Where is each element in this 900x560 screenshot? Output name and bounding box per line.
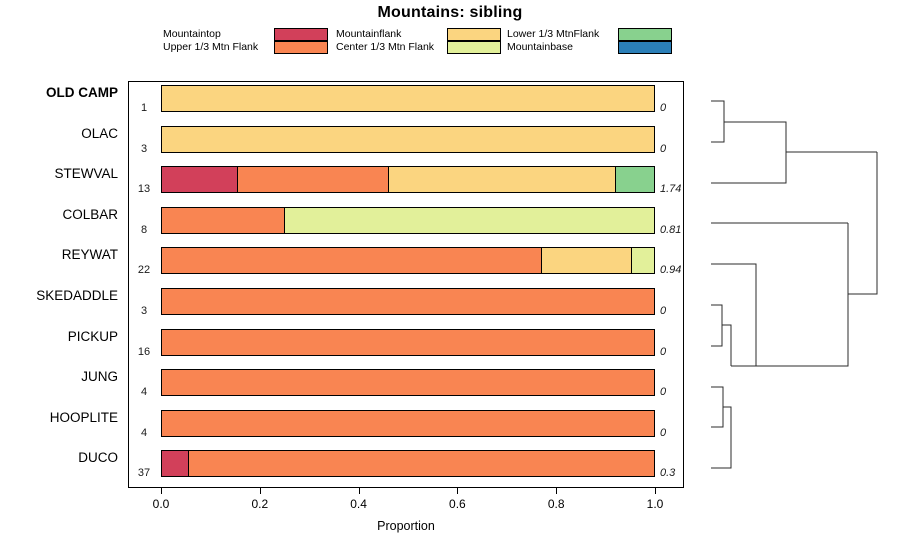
row-count-n: 3 <box>140 305 148 317</box>
bar-rows: OLD CAMP 1 0 OLAC 3 0 STEWVAL 13 1.74 COLBAR 8 0.81… <box>0 81 900 488</box>
bar-segment <box>162 207 285 233</box>
bar-segment <box>162 451 189 477</box>
legend-label: Lower 1/3 MtnFlank <box>507 28 600 40</box>
axis-tick <box>259 488 261 494</box>
row-diversity-h: 0.3 <box>660 467 676 480</box>
bar-segment <box>389 167 617 193</box>
stacked-bar <box>161 288 655 315</box>
row-count-n: 3 <box>140 142 148 155</box>
row-diversity-h: 0 <box>660 305 667 317</box>
row-count-n: 4 <box>140 426 148 439</box>
axis-tick <box>655 488 656 494</box>
table-row: SKEDADDLE 3 0 <box>0 284 900 325</box>
row-count-n: 8 <box>140 223 148 236</box>
row-label-jung: JUNG <box>81 369 118 385</box>
row-diversity-h: 0.81 <box>660 223 682 236</box>
table-row: REYWAT 22 0.94 <box>0 243 900 284</box>
axis-tick <box>161 488 162 494</box>
axis-tick <box>556 488 558 494</box>
table-row: STEWVAL 13 1.74 <box>0 162 900 203</box>
bar-segment <box>616 167 654 193</box>
bar-segment <box>631 248 654 274</box>
stacked-bar <box>161 409 655 437</box>
table-row: OLAC 3 0 <box>0 122 900 163</box>
row-label-reywat: REYWAT <box>61 247 118 263</box>
stacked-bar <box>161 206 655 234</box>
row-label-olac: OLAC <box>81 125 118 141</box>
row-count-n: 4 <box>140 386 148 399</box>
row-label-stewval: STEWVAL <box>54 166 118 182</box>
bar-segment <box>162 126 654 152</box>
bar-segment <box>285 207 654 233</box>
legend-swatch-mountainbase <box>618 41 672 54</box>
row-diversity-h: 0 <box>660 345 667 358</box>
legend-label: Mountaintop <box>163 28 221 40</box>
bar-segment <box>162 329 654 355</box>
row-count-n: 22 <box>137 264 151 277</box>
legend-swatch-mountainflank <box>447 28 501 41</box>
legend: Mountaintop Upper 1/3 Mtn Flank Mountain… <box>163 28 683 56</box>
stacked-bar <box>161 247 655 275</box>
row-label-pickup: PICKUP <box>67 328 118 344</box>
row-label-hooplite: HOOPLITE <box>49 409 118 425</box>
legend-swatch-upper-third <box>274 41 328 54</box>
table-row: DUCO 37 0.3 <box>0 446 900 487</box>
bar-segment <box>237 167 390 193</box>
x-axis-label: Proportion <box>377 519 435 533</box>
bar-segment <box>162 86 654 111</box>
axis-tick-label: 0.2 <box>251 497 269 511</box>
legend-label: Center 1/3 Mtn Flank <box>336 41 435 53</box>
table-row: JUNG 4 0 <box>0 365 900 406</box>
row-label-old-camp: OLD CAMP <box>46 85 118 100</box>
legend-label: Mountainbase <box>507 41 573 53</box>
row-label-skedaddle: SKEDADDLE <box>36 288 118 303</box>
bar-segment <box>162 289 654 314</box>
legend-swatch-mountaintop <box>274 28 328 41</box>
bar-segment <box>162 370 654 396</box>
row-count-n: 37 <box>137 467 151 480</box>
stacked-bar <box>161 85 655 112</box>
row-diversity-h: 0 <box>660 386 667 399</box>
legend-label: Upper 1/3 Mtn Flank <box>163 41 259 53</box>
axis-tick <box>358 488 360 494</box>
stacked-bar <box>161 369 655 397</box>
row-diversity-h: 0 <box>660 426 667 439</box>
row-label-duco: DUCO <box>78 450 118 466</box>
legend-swatch-lower-third <box>618 28 672 41</box>
axis-tick <box>457 488 459 494</box>
dendrogram <box>690 81 900 488</box>
axis-tick-label: 0.0 <box>152 497 170 511</box>
page-title: Mountains: sibling <box>377 4 523 21</box>
bar-segment <box>542 248 632 274</box>
row-diversity-h: 1.74 <box>660 183 682 196</box>
row-count-n: 13 <box>137 183 151 196</box>
row-diversity-h: 0.94 <box>660 264 682 277</box>
legend-label: Mountainflank <box>336 28 402 40</box>
x-axis: 0.0 0.2 0.4 0.6 0.8 1.0 <box>128 488 684 534</box>
bar-segment <box>162 410 654 436</box>
stacked-bar <box>161 450 655 478</box>
row-diversity-h: 0 <box>660 102 667 114</box>
axis-tick-label: 0.6 <box>449 497 466 511</box>
row-count-n: 16 <box>137 345 151 358</box>
axis-tick-label: 1.0 <box>646 497 664 511</box>
table-row: OLD CAMP 1 0 <box>0 81 900 122</box>
bar-segment <box>188 451 654 477</box>
row-diversity-h: 0 <box>660 142 667 155</box>
bar-segment <box>162 248 543 274</box>
stacked-bar <box>161 166 655 194</box>
table-row: HOOPLITE 4 0 <box>0 406 900 447</box>
table-row: PICKUP 16 0 <box>0 325 900 366</box>
row-label-colbar: COLBAR <box>62 206 118 222</box>
bar-segment <box>162 167 238 193</box>
row-count-n: 1 <box>140 102 148 114</box>
table-row: COLBAR 8 0.81 <box>0 203 900 244</box>
axis-tick-label: 0.8 <box>547 497 565 511</box>
legend-swatch-center-third <box>447 41 501 54</box>
axis-tick-label: 0.4 <box>350 497 367 511</box>
stacked-bar <box>161 328 655 356</box>
stacked-bar <box>161 125 655 153</box>
